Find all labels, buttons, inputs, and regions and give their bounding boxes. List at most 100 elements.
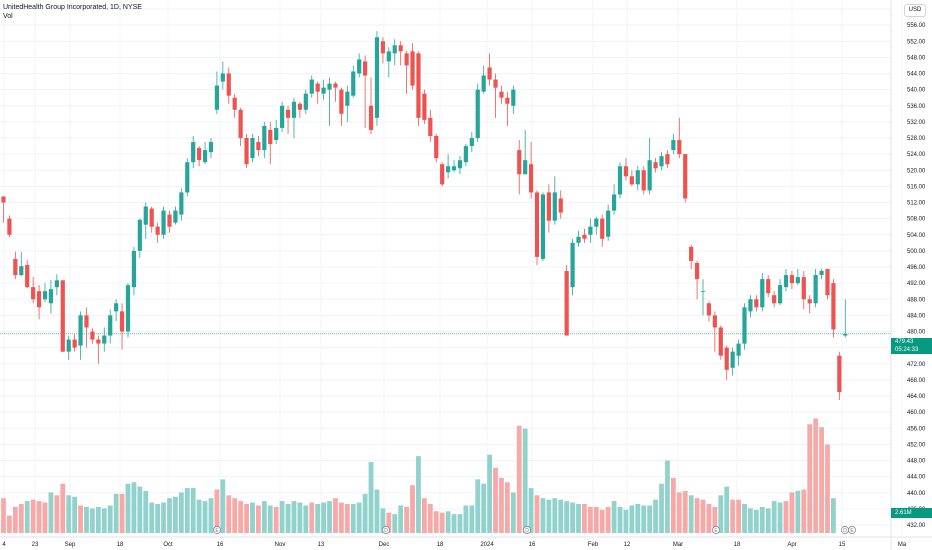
candle bbox=[440, 162, 445, 187]
candle-body bbox=[718, 327, 723, 356]
candle-body bbox=[131, 250, 137, 288]
candle bbox=[250, 133, 255, 163]
candle bbox=[570, 238, 575, 296]
candle bbox=[463, 144, 468, 167]
candle-body bbox=[446, 166, 451, 173]
volume-bar bbox=[184, 488, 190, 533]
candle-body bbox=[528, 164, 534, 193]
candle-body bbox=[629, 176, 634, 185]
candle bbox=[291, 97, 297, 138]
candle-body bbox=[357, 59, 362, 74]
price-tick-label: 512.00 bbox=[907, 201, 926, 207]
volume-bar bbox=[665, 460, 670, 533]
candle-body bbox=[523, 160, 528, 175]
volume-bar bbox=[161, 502, 166, 533]
time-tick-label: 16 bbox=[529, 542, 536, 548]
candle-body bbox=[208, 142, 214, 153]
volume-bar bbox=[60, 483, 66, 533]
candle-body bbox=[665, 154, 670, 165]
candle-body bbox=[428, 117, 433, 136]
candle-body bbox=[457, 160, 463, 169]
candle-body bbox=[143, 206, 148, 225]
volume-bar bbox=[469, 505, 475, 533]
candle-body bbox=[795, 277, 800, 284]
price-tick-label: 464.00 bbox=[907, 394, 926, 400]
candle bbox=[528, 142, 534, 199]
candle bbox=[588, 218, 593, 243]
candle bbox=[410, 43, 415, 90]
volume-bar bbox=[433, 511, 439, 533]
volume-bar bbox=[445, 511, 451, 533]
volume-bar bbox=[641, 505, 647, 533]
candle-body bbox=[683, 154, 688, 199]
volume-bar bbox=[777, 502, 783, 533]
volume-bar bbox=[374, 489, 380, 533]
candle bbox=[766, 275, 771, 298]
candle-body bbox=[564, 271, 569, 336]
volume-bar bbox=[232, 498, 238, 533]
candle-body bbox=[422, 93, 427, 120]
candle-body bbox=[700, 291, 706, 292]
candle bbox=[238, 107, 243, 147]
candle-body bbox=[552, 192, 557, 221]
candle-body bbox=[517, 150, 522, 175]
currency-button[interactable]: USD bbox=[904, 4, 926, 17]
candle bbox=[220, 61, 225, 90]
price-tick-label: 520.00 bbox=[907, 168, 926, 174]
candle-body bbox=[694, 262, 700, 280]
candle bbox=[339, 87, 344, 126]
time-tick-label: Nov bbox=[275, 542, 286, 548]
candle-body bbox=[600, 218, 605, 239]
candle-body bbox=[777, 285, 783, 304]
volume-bar bbox=[48, 492, 54, 533]
candle-body bbox=[582, 234, 587, 239]
time-tick-label: Sep bbox=[65, 542, 76, 548]
candle bbox=[84, 307, 89, 348]
volume-bar bbox=[12, 506, 18, 533]
price-tick-label: 536.00 bbox=[907, 104, 926, 110]
symbol-title[interactable]: UnitedHealth Group Incorporated, 1D, NYS… bbox=[3, 4, 142, 11]
volume-bar bbox=[149, 502, 155, 533]
volume-bar bbox=[279, 501, 285, 533]
volume-bar bbox=[682, 490, 688, 533]
last-price-value: 479.43 bbox=[895, 339, 914, 345]
candle bbox=[813, 269, 818, 308]
volume-bar bbox=[190, 488, 196, 533]
volume-bar bbox=[599, 509, 605, 533]
volume-bar bbox=[611, 501, 617, 533]
candle-body bbox=[66, 339, 71, 352]
price-tick-label: 544.00 bbox=[907, 72, 926, 78]
candle-body bbox=[807, 299, 812, 304]
candle bbox=[523, 129, 528, 175]
candle bbox=[481, 65, 486, 94]
volume-bar bbox=[593, 506, 599, 533]
candle-body bbox=[653, 162, 658, 169]
candle-body bbox=[511, 89, 516, 106]
candle bbox=[60, 280, 65, 353]
candle-body bbox=[262, 125, 267, 151]
candle-body bbox=[801, 277, 806, 300]
volume-bar bbox=[759, 506, 765, 533]
volume-bar bbox=[463, 505, 469, 533]
candle-body bbox=[291, 101, 297, 118]
volume-bar bbox=[380, 508, 386, 533]
candle-body bbox=[256, 142, 261, 151]
volume-bar bbox=[753, 509, 759, 533]
volume-bar bbox=[706, 504, 712, 533]
volume-bar bbox=[143, 490, 149, 533]
candle bbox=[297, 101, 302, 118]
candle-body bbox=[125, 285, 131, 332]
candle-body bbox=[179, 192, 184, 215]
candle-body bbox=[760, 279, 765, 308]
candle-body bbox=[90, 331, 95, 340]
candle-body bbox=[481, 75, 486, 92]
volume-bar bbox=[736, 499, 741, 533]
price-tick-label: 540.00 bbox=[907, 88, 926, 94]
candle bbox=[694, 260, 700, 300]
candle-body bbox=[108, 315, 113, 336]
candle bbox=[13, 251, 18, 280]
price-tick-label: 524.00 bbox=[907, 152, 926, 158]
volume-bar bbox=[783, 501, 789, 533]
